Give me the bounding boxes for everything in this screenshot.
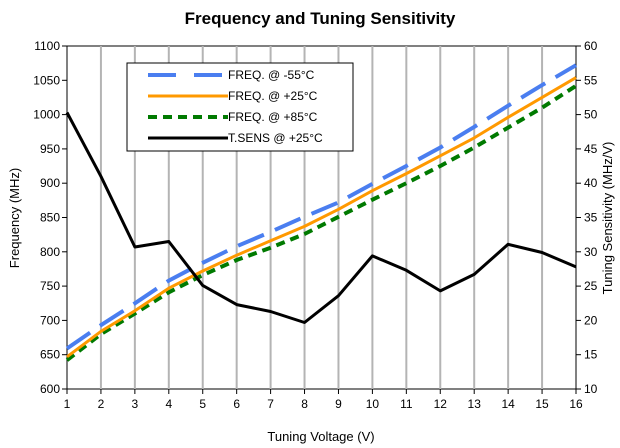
x-tick-label: 2 (98, 397, 105, 411)
y2-tick-label: 10 (584, 382, 598, 396)
x-tick-label: 8 (301, 397, 308, 411)
y2-tick-label: 20 (584, 313, 598, 327)
x-tick-label: 7 (267, 397, 274, 411)
x-tick-label: 15 (535, 397, 549, 411)
y2-tick-label: 15 (584, 348, 598, 362)
y-tick-label: 800 (40, 245, 60, 259)
x-tick-label: 4 (165, 397, 172, 411)
x-tick-label: 1 (64, 397, 71, 411)
y2-tick-label: 25 (584, 279, 598, 293)
y-tick-label: 1050 (33, 73, 60, 87)
y-tick-label: 850 (40, 211, 60, 225)
y-tick-label: 650 (40, 348, 60, 362)
y-tick-label: 950 (40, 142, 60, 156)
legend: FREQ. @ -55°C FREQ. @ +25°C FREQ. @ +85°C T… (126, 62, 354, 152)
y-tick-label: 1000 (33, 108, 60, 122)
legend-label: T.SENS @ +25°C (228, 131, 323, 145)
legend-label: FREQ. @ +25°C (228, 89, 318, 103)
legend-label: FREQ. @ -55°C (228, 68, 315, 82)
y2-tick-label: 35 (584, 211, 598, 225)
series-line (66, 76, 577, 359)
x-tick-label: 16 (569, 397, 583, 411)
x-tick-label: 9 (335, 397, 342, 411)
x-tick-label: 11 (400, 397, 413, 411)
series-line (65, 63, 578, 351)
x-tick-label: 6 (233, 397, 240, 411)
series-layer (65, 63, 578, 362)
y-tick-label: 750 (40, 279, 60, 293)
y-tick-label: 700 (40, 313, 60, 327)
x-tick-label: 3 (132, 397, 139, 411)
y-axis-ticks: 600 650 700 750 800 850 900 950 1000 1050 1100 (33, 39, 67, 396)
x-tick-label: 13 (468, 397, 482, 411)
x-tick-label: 14 (501, 397, 515, 411)
y2-tick-label: 45 (584, 142, 598, 156)
x-axis-ticks: 1 2 3 4 5 6 7 8 9 10 11 12 13 14 15 16 (64, 389, 583, 411)
y2-tick-label: 50 (584, 108, 598, 122)
chart-title: Frequency and Tuning Sensitivity (185, 9, 456, 28)
x-tick-label: 12 (434, 397, 448, 411)
y-tick-label: 600 (40, 382, 60, 396)
y2-tick-label: 40 (584, 176, 598, 190)
y2-tick-label: 30 (584, 245, 598, 259)
legend-label: FREQ. @ +85°C (228, 110, 318, 124)
y-axis-label: Frequency (MHz) (7, 168, 22, 268)
series-line (65, 84, 578, 362)
x-tick-label: 10 (366, 397, 380, 411)
x-tick-label: 5 (199, 397, 206, 411)
y2-tick-label: 55 (584, 73, 598, 87)
series-line (65, 111, 577, 324)
x-axis-label: Tuning Voltage (V) (267, 429, 374, 444)
y2-tick-label: 60 (584, 39, 598, 53)
y-tick-label: 1100 (34, 39, 60, 53)
y-tick-label: 900 (40, 176, 60, 190)
y2-axis-label: Tuning Sensitivity (MHz/V) (600, 142, 615, 295)
y2-axis-ticks: 10 15 20 25 30 35 40 45 50 55 60 (576, 39, 598, 396)
legend-box (126, 62, 354, 152)
